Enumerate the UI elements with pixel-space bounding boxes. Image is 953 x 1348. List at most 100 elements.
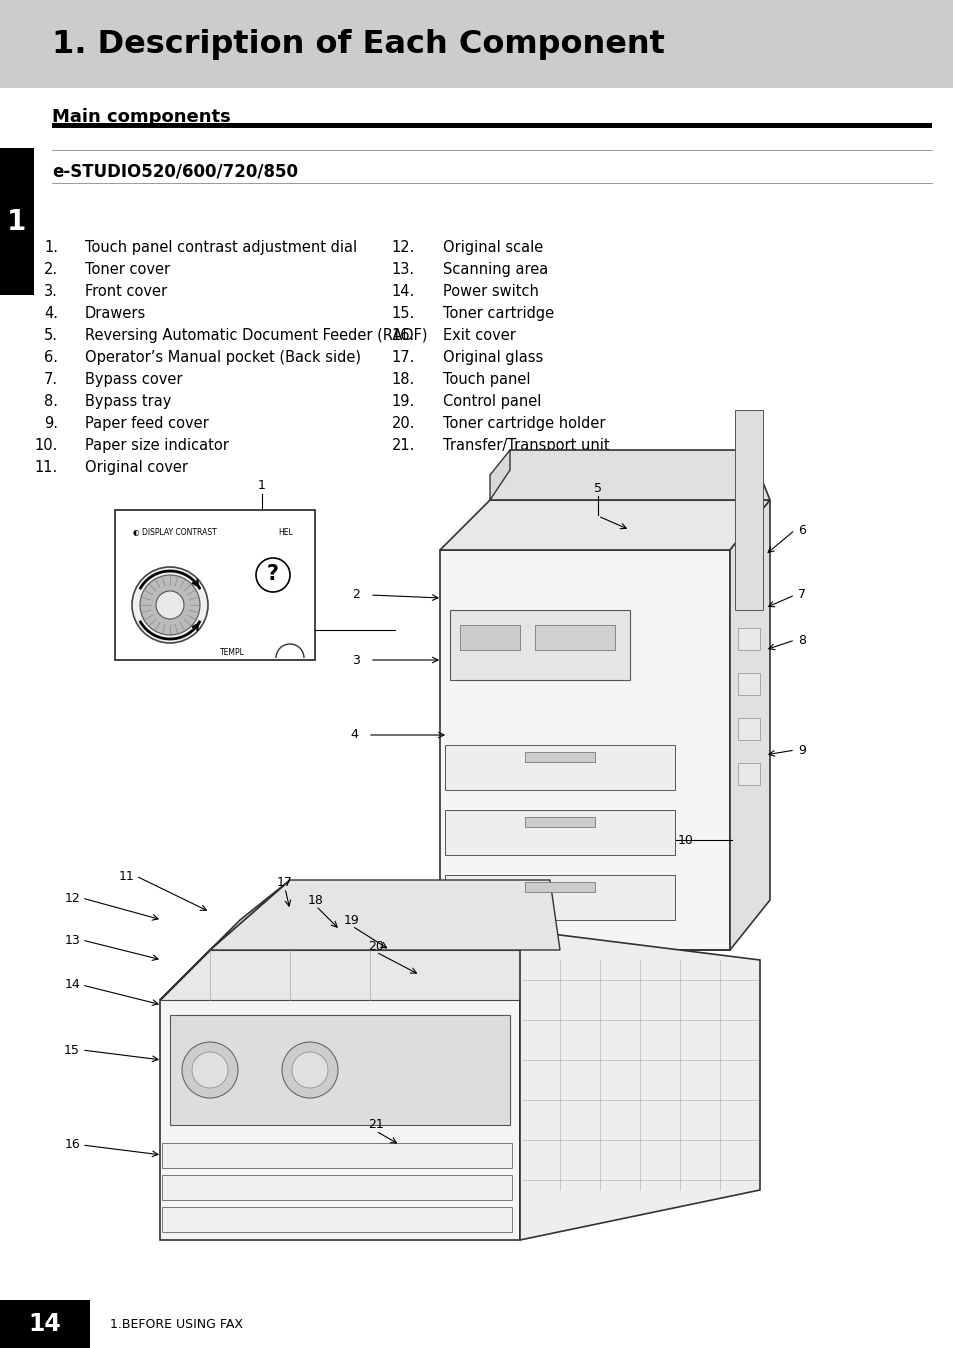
Polygon shape bbox=[519, 930, 760, 1240]
Polygon shape bbox=[160, 950, 519, 1000]
Polygon shape bbox=[490, 450, 769, 500]
Bar bbox=[444, 810, 675, 855]
Text: 16.: 16. bbox=[392, 328, 415, 342]
Text: 21: 21 bbox=[368, 1119, 383, 1131]
Polygon shape bbox=[729, 500, 769, 950]
Text: 6.: 6. bbox=[44, 350, 58, 365]
Text: 1.: 1. bbox=[44, 240, 58, 255]
Text: 15.: 15. bbox=[392, 306, 415, 321]
Text: e-STUDIO520/600/720/850: e-STUDIO520/600/720/850 bbox=[52, 163, 297, 181]
Circle shape bbox=[282, 1042, 337, 1099]
Text: 12: 12 bbox=[64, 891, 80, 905]
Circle shape bbox=[192, 1051, 228, 1088]
Text: HEL: HEL bbox=[277, 528, 293, 537]
Text: 8.: 8. bbox=[44, 394, 58, 408]
Text: Transfer/Transport unit: Transfer/Transport unit bbox=[442, 438, 609, 453]
Polygon shape bbox=[439, 550, 729, 950]
Text: Touch panel contrast adjustment dial: Touch panel contrast adjustment dial bbox=[85, 240, 356, 255]
Text: 9.: 9. bbox=[44, 417, 58, 431]
Bar bbox=[444, 745, 675, 790]
Text: 16: 16 bbox=[64, 1139, 80, 1151]
Text: 14: 14 bbox=[29, 1312, 61, 1336]
Polygon shape bbox=[170, 1015, 510, 1126]
Text: 10.: 10. bbox=[34, 438, 58, 453]
Text: 18: 18 bbox=[308, 894, 324, 906]
Bar bbox=[0, 1299, 90, 1348]
Text: Paper size indicator: Paper size indicator bbox=[85, 438, 229, 453]
Text: 3.: 3. bbox=[44, 284, 58, 299]
Bar bbox=[162, 1175, 512, 1200]
Text: 11: 11 bbox=[118, 869, 133, 883]
Text: Bypass tray: Bypass tray bbox=[85, 394, 172, 408]
Text: 18.: 18. bbox=[392, 372, 415, 387]
Text: 1. Description of Each Component: 1. Description of Each Component bbox=[52, 28, 664, 59]
Text: Scanning area: Scanning area bbox=[442, 262, 548, 276]
Polygon shape bbox=[439, 500, 769, 550]
Text: 12.: 12. bbox=[392, 240, 415, 255]
Text: 1.BEFORE USING FAX: 1.BEFORE USING FAX bbox=[110, 1317, 243, 1330]
Text: Power switch: Power switch bbox=[442, 284, 538, 299]
Bar bbox=[738, 673, 760, 696]
Circle shape bbox=[140, 576, 200, 635]
Text: ◐ DISPLAY CONTRAST: ◐ DISPLAY CONTRAST bbox=[132, 528, 216, 537]
Bar bbox=[162, 1143, 512, 1167]
Text: 5.: 5. bbox=[44, 328, 58, 342]
Text: TEMPL: TEMPL bbox=[220, 648, 245, 656]
Text: Original scale: Original scale bbox=[442, 240, 542, 255]
Bar bbox=[0, 148, 34, 295]
Text: 20.: 20. bbox=[391, 417, 415, 431]
Text: 6: 6 bbox=[797, 523, 805, 537]
Text: Original glass: Original glass bbox=[442, 350, 542, 365]
Polygon shape bbox=[490, 450, 510, 500]
Polygon shape bbox=[519, 950, 559, 1240]
Text: 4.: 4. bbox=[44, 306, 58, 321]
Circle shape bbox=[156, 590, 184, 619]
Text: 1: 1 bbox=[258, 479, 266, 492]
Bar bbox=[524, 882, 595, 892]
Text: Exit cover: Exit cover bbox=[442, 328, 516, 342]
Bar bbox=[709, 965, 729, 975]
Text: 2.: 2. bbox=[44, 262, 58, 276]
Text: Main components: Main components bbox=[52, 108, 231, 125]
Text: ?: ? bbox=[267, 563, 278, 584]
Text: 17.: 17. bbox=[392, 350, 415, 365]
Text: 19.: 19. bbox=[392, 394, 415, 408]
Text: Control panel: Control panel bbox=[442, 394, 540, 408]
Polygon shape bbox=[210, 880, 559, 950]
Text: Bypass cover: Bypass cover bbox=[85, 372, 182, 387]
Text: 20: 20 bbox=[368, 940, 383, 953]
Bar bbox=[455, 965, 475, 975]
Bar bbox=[0, 0, 953, 88]
Text: 17: 17 bbox=[276, 875, 293, 888]
Polygon shape bbox=[160, 950, 559, 1000]
Text: Front cover: Front cover bbox=[85, 284, 167, 299]
Circle shape bbox=[255, 558, 290, 592]
Text: 21.: 21. bbox=[392, 438, 415, 453]
Text: 4: 4 bbox=[350, 728, 357, 741]
Text: Original cover: Original cover bbox=[85, 460, 188, 474]
Text: 14.: 14. bbox=[392, 284, 415, 299]
Text: Reversing Automatic Document Feeder (RADF): Reversing Automatic Document Feeder (RAD… bbox=[85, 328, 427, 342]
Bar bbox=[450, 611, 629, 679]
Bar bbox=[738, 718, 760, 740]
Bar bbox=[524, 817, 595, 828]
Text: 8: 8 bbox=[797, 634, 805, 647]
Bar bbox=[734, 410, 762, 611]
Text: 11.: 11. bbox=[34, 460, 58, 474]
Text: 9: 9 bbox=[797, 744, 805, 756]
Text: Touch panel: Touch panel bbox=[442, 372, 530, 387]
Text: Paper feed cover: Paper feed cover bbox=[85, 417, 209, 431]
Text: 13: 13 bbox=[64, 934, 80, 946]
Text: 14: 14 bbox=[64, 979, 80, 992]
Text: 10: 10 bbox=[678, 833, 693, 847]
Circle shape bbox=[182, 1042, 237, 1099]
Bar bbox=[52, 123, 931, 128]
Bar bbox=[738, 628, 760, 650]
Text: 3: 3 bbox=[352, 654, 359, 666]
Bar bbox=[535, 625, 615, 650]
Circle shape bbox=[132, 568, 208, 643]
Text: 1: 1 bbox=[8, 208, 27, 236]
Text: Toner cover: Toner cover bbox=[85, 262, 170, 276]
Text: 7: 7 bbox=[797, 589, 805, 601]
Text: Toner cartridge: Toner cartridge bbox=[442, 306, 554, 321]
